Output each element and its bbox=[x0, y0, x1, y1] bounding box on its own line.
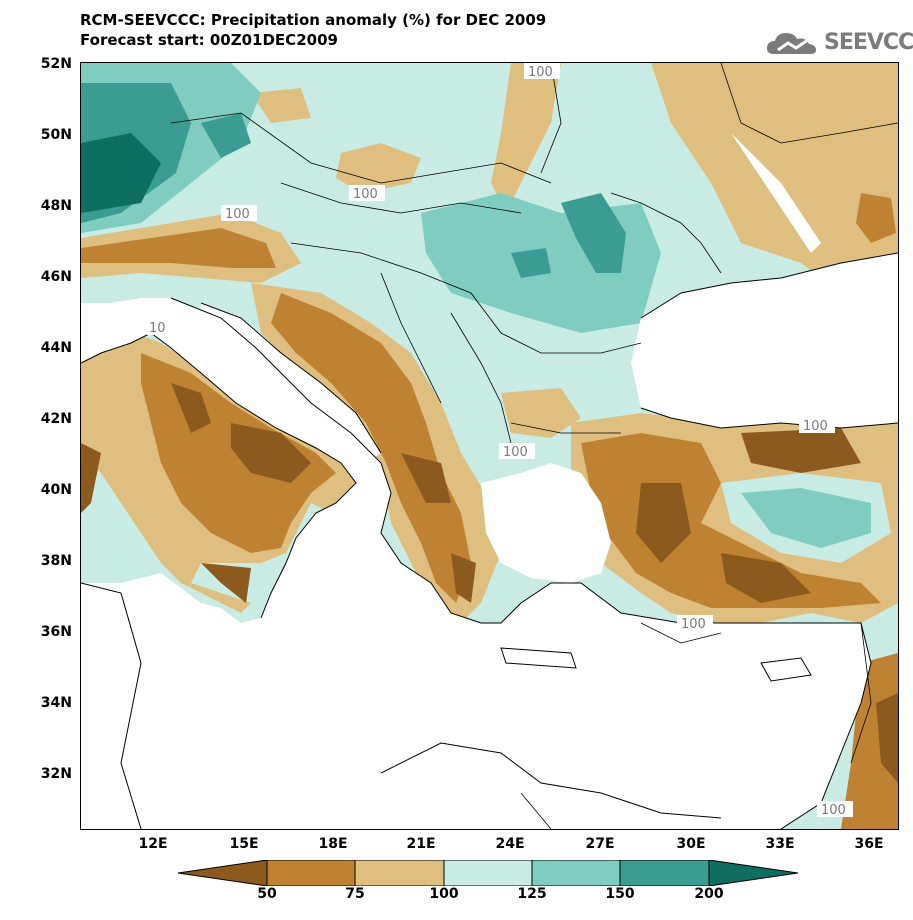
contour-label: 100 bbox=[503, 445, 528, 460]
dry-strip-poland bbox=[491, 63, 561, 213]
lon-label: 15E bbox=[229, 836, 259, 852]
colorbar-segment bbox=[532, 860, 620, 886]
map-panel: 100 100 100 10 100 100 100 100 bbox=[80, 62, 899, 830]
colorbar-segment bbox=[355, 860, 444, 886]
lat-label: 36N bbox=[40, 624, 72, 640]
lat-label: 38N bbox=[40, 553, 72, 569]
turkey-very-dry-north bbox=[741, 428, 861, 473]
lon-label: 30E bbox=[676, 836, 706, 852]
colorbar-label: 125 bbox=[517, 886, 547, 902]
lon-label: 12E bbox=[138, 836, 168, 852]
lon-label: 36E bbox=[854, 836, 884, 852]
dry-patch-germany bbox=[251, 88, 311, 123]
turkey-wet-center-core bbox=[741, 488, 871, 548]
colorbar-segment bbox=[709, 860, 798, 886]
lat-label: 40N bbox=[40, 482, 72, 498]
lon-label: 27E bbox=[585, 836, 615, 852]
very-wet-spot bbox=[201, 113, 251, 158]
lat-label: 44N bbox=[40, 340, 72, 356]
cloud-icon bbox=[766, 33, 816, 54]
black-sea bbox=[631, 253, 898, 428]
title-line-1: RCM-SEEVCCC: Precipitation anomaly (%) f… bbox=[80, 11, 547, 29]
colorbar-label: 100 bbox=[429, 886, 459, 902]
colorbar-segment bbox=[267, 860, 355, 886]
lon-label: 24E bbox=[495, 836, 525, 852]
lat-label: 32N bbox=[40, 766, 72, 782]
lat-label: 52N bbox=[40, 56, 72, 72]
dry-spot-east bbox=[856, 193, 896, 243]
levant-very-dry bbox=[876, 693, 898, 783]
turkey-very-dry-2 bbox=[721, 553, 811, 603]
colorbar-label: 75 bbox=[345, 886, 365, 902]
lon-label: 33E bbox=[765, 836, 795, 852]
dry-bulgaria bbox=[501, 388, 581, 438]
dry-patch-czech bbox=[336, 143, 421, 193]
italy-very-dry-1 bbox=[171, 383, 211, 433]
lat-label: 34N bbox=[40, 695, 72, 711]
country-borders bbox=[170, 63, 898, 829]
aegean-sea bbox=[481, 463, 611, 583]
contour-label: 100 bbox=[821, 803, 846, 818]
precipitation-anomaly-map: 100 100 100 10 100 100 100 100 bbox=[81, 63, 898, 829]
dry-alps bbox=[81, 228, 276, 268]
sicily-very-dry bbox=[201, 563, 251, 603]
logo-text: SEEVCCC bbox=[824, 30, 913, 55]
very-wet-carpathians bbox=[561, 193, 626, 273]
contour-labels: 100 100 100 10 100 100 100 100 bbox=[147, 63, 853, 818]
lat-label: 48N bbox=[40, 198, 72, 214]
lon-label: 21E bbox=[406, 836, 436, 852]
colorbar-label: 200 bbox=[694, 886, 724, 902]
turkey-very-dry-1 bbox=[636, 483, 691, 563]
greece-very-dry bbox=[401, 453, 451, 503]
mediterranean-sea bbox=[81, 298, 871, 829]
map-title: RCM-SEEVCCC: Precipitation anomaly (%) f… bbox=[80, 10, 546, 50]
colorbar-label: 150 bbox=[605, 886, 635, 902]
contour-label: 100 bbox=[803, 419, 828, 434]
contour-label: 100 bbox=[528, 65, 553, 80]
extreme-wet-region-west bbox=[81, 133, 161, 213]
peloponnese-very-dry bbox=[451, 553, 476, 603]
contour-label: 10 bbox=[149, 321, 166, 336]
colorbar bbox=[178, 860, 798, 886]
lat-label: 46N bbox=[40, 269, 72, 285]
reservoir bbox=[731, 133, 821, 253]
sardinia-very-dry bbox=[81, 443, 101, 513]
lon-label: 18E bbox=[318, 836, 348, 852]
colorbar-segment bbox=[444, 860, 532, 886]
coastlines bbox=[81, 252, 898, 829]
seevccc-logo: SEEVCCC bbox=[764, 24, 913, 60]
colorbar-label: 50 bbox=[257, 886, 277, 902]
italy-very-dry-2 bbox=[231, 423, 311, 483]
balkans-dry bbox=[271, 293, 471, 603]
colorbar-segment bbox=[178, 860, 267, 886]
lat-label: 42N bbox=[40, 411, 72, 427]
turkey-dry bbox=[581, 433, 881, 608]
colorbar-segment bbox=[620, 860, 709, 886]
contour-label: 100 bbox=[681, 617, 706, 632]
levant-dry bbox=[841, 653, 898, 829]
title-line-2: Forecast start: 00Z01DEC2009 bbox=[80, 31, 338, 49]
very-wet-spot-romania bbox=[511, 248, 551, 278]
contour-label: 100 bbox=[353, 187, 378, 202]
contour-label: 100 bbox=[225, 207, 250, 222]
lat-label: 50N bbox=[40, 127, 72, 143]
